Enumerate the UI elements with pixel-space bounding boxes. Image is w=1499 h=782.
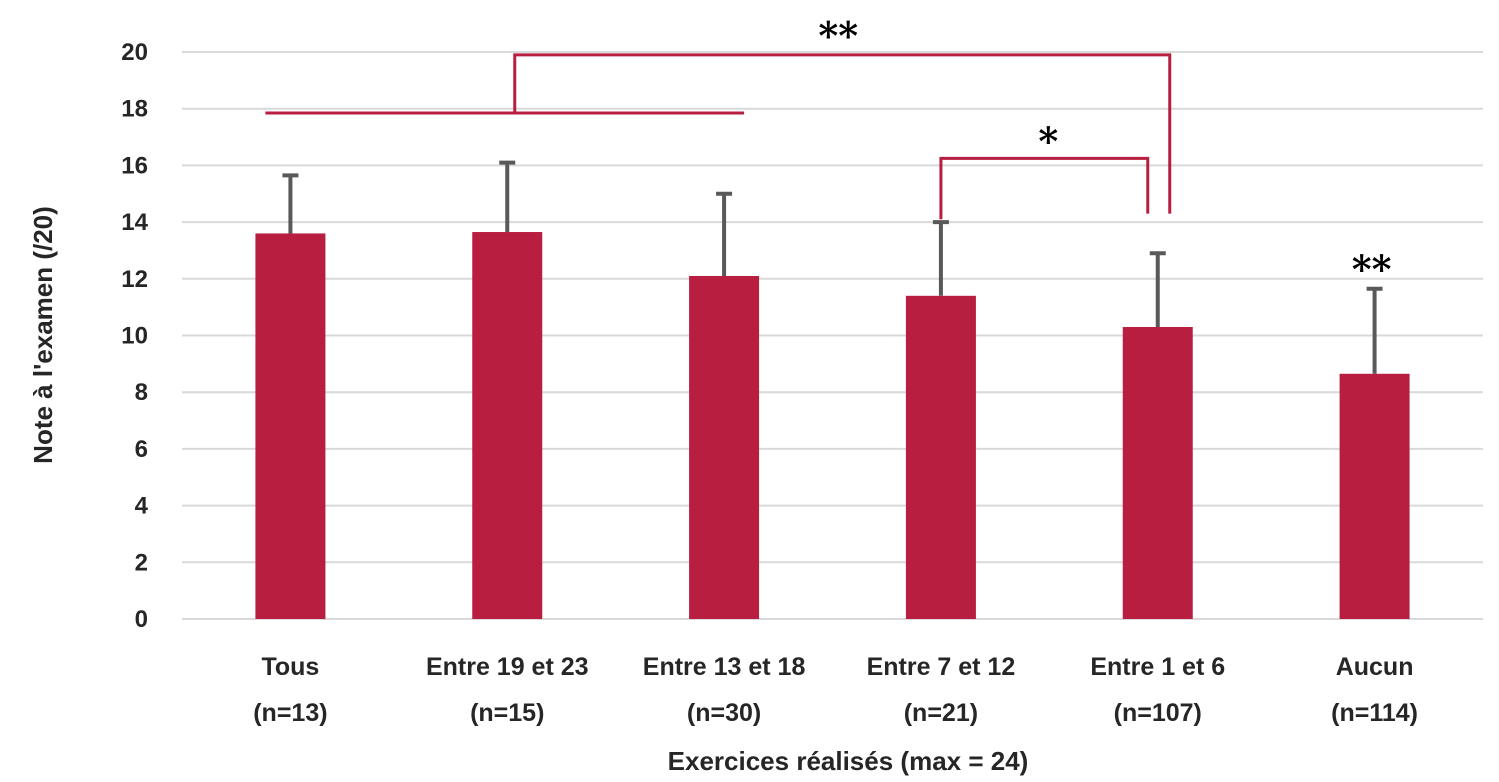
bracket-line	[939, 156, 1150, 220]
y-axis-title: Note à l'examen (/20)	[28, 206, 58, 464]
y-tick-label: 6	[135, 436, 148, 463]
y-tick-label: 4	[135, 493, 149, 520]
category-label: Entre 19 et 23	[426, 653, 589, 681]
category-count: (n=13)	[253, 699, 327, 727]
y-tick-label: 0	[135, 606, 148, 633]
category-count: (n=21)	[904, 699, 978, 727]
y-tick-label: 16	[121, 152, 148, 179]
y-tick-label: 2	[135, 549, 148, 576]
bar	[1339, 373, 1410, 619]
gridlines	[182, 51, 1483, 620]
significance-label: **	[1352, 247, 1392, 292]
significance-brackets: *****	[265, 13, 1392, 292]
y-tick-label: 20	[121, 39, 148, 66]
x-axis-title: Exercices réalisés (max = 24)	[668, 746, 1029, 776]
category-count: (n=30)	[687, 699, 761, 727]
category-count: (n=114)	[1331, 699, 1418, 727]
error-bars	[282, 160, 1383, 374]
bar	[1122, 326, 1193, 619]
bar	[472, 232, 543, 619]
category-count: (n=107)	[1114, 699, 1202, 727]
bars	[255, 232, 1410, 619]
y-axis-ticks: 0 2 4 6 8 10 12 14 16 18 20	[121, 39, 148, 633]
significance-label: *	[1038, 118, 1058, 163]
category-label: Aucun	[1336, 653, 1414, 681]
significance-label: **	[818, 13, 858, 58]
y-tick-label: 18	[121, 96, 148, 123]
category-label: Tous	[261, 653, 319, 681]
x-axis-categories: Tous (n=13) Entre 19 et 23 (n=15) Entre 13 e…	[253, 653, 1418, 727]
bracket-line	[513, 53, 1172, 214]
category-label: Entre 1 et 6	[1090, 653, 1225, 681]
y-tick-label: 8	[135, 379, 148, 406]
y-tick-label: 12	[121, 266, 148, 293]
bar	[689, 275, 760, 619]
bar	[255, 233, 326, 619]
category-label: Entre 13 et 18	[643, 653, 806, 681]
y-tick-label: 14	[121, 209, 148, 236]
bar	[905, 295, 976, 619]
category-count: (n=15)	[470, 699, 544, 727]
category-label: Entre 7 et 12	[867, 653, 1016, 681]
y-tick-label: 10	[121, 323, 148, 350]
